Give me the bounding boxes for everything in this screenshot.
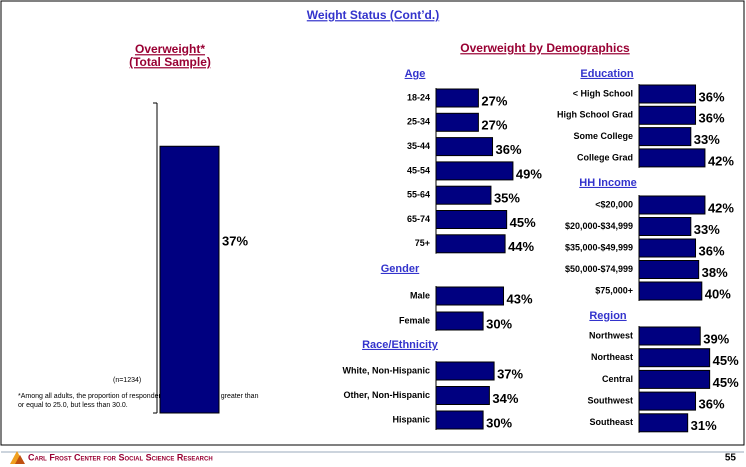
category-label: Male — [410, 290, 430, 300]
value-label: 31% — [691, 418, 717, 433]
bar — [638, 413, 689, 433]
bar — [435, 311, 484, 331]
bar — [159, 145, 220, 414]
page-number: 55 — [725, 453, 737, 464]
category-label: 25-34 — [407, 117, 430, 127]
value-label: 43% — [507, 291, 533, 306]
category-label: 55-64 — [407, 190, 430, 200]
value-label: 35% — [494, 191, 520, 206]
value-label: 30% — [486, 316, 512, 331]
category-label: $35,000-$49,999 — [565, 242, 633, 252]
footnote: or equal to 25.0, but less than 30.0. — [18, 402, 128, 409]
category-label: 75+ — [415, 238, 430, 248]
value-label: 45% — [713, 353, 739, 368]
group-title: Gender — [381, 263, 420, 275]
bar — [435, 286, 505, 306]
group-title: Age — [405, 68, 426, 80]
value-label: 34% — [492, 391, 518, 406]
value-label: 36% — [699, 397, 725, 412]
group-title: Race/Ethnicity — [362, 339, 439, 351]
group-title: Education — [580, 68, 633, 80]
value-label: 38% — [702, 265, 728, 280]
bar — [435, 137, 494, 157]
bar — [435, 234, 506, 254]
bar — [638, 326, 701, 346]
footnote: *Among all adults, the proportion of res… — [18, 393, 259, 400]
bar — [638, 281, 703, 301]
chart-subtitle: (Total Sample) — [129, 55, 211, 69]
bar — [638, 148, 706, 168]
category-label: 18-24 — [407, 92, 430, 102]
sample-size: (n=1234) — [113, 377, 141, 384]
value-label: 45% — [713, 375, 739, 390]
category-label: Some College — [573, 131, 633, 141]
bar — [435, 361, 495, 381]
category-label: 45-54 — [407, 165, 430, 175]
category-label: College Grad — [577, 152, 633, 162]
value-label: 49% — [516, 166, 542, 181]
value-label: 30% — [486, 415, 512, 430]
category-label: Other, Non-Hispanic — [343, 390, 430, 400]
bar — [435, 386, 490, 405]
category-label: Southeast — [589, 417, 633, 427]
value-label: 42% — [708, 200, 734, 215]
slide-title: Weight Status (Cont’d.) — [307, 8, 439, 22]
category-label: Northwest — [589, 330, 633, 340]
value-label: 36% — [699, 111, 725, 126]
group-title: Region — [589, 310, 627, 322]
category-label: High School Grad — [557, 110, 633, 120]
category-label: Southwest — [587, 395, 633, 405]
bar — [435, 410, 484, 430]
group-title: HH Income — [579, 177, 636, 189]
category-label: $75,000+ — [595, 285, 633, 295]
category-label: 65-74 — [407, 214, 430, 224]
value-label: 27% — [481, 93, 507, 108]
bar — [638, 127, 692, 147]
logo — [15, 455, 25, 464]
value-label: 27% — [481, 118, 507, 133]
category-label: < High School — [573, 88, 633, 98]
category-label: <$20,000 — [595, 199, 633, 209]
value-label: 40% — [705, 286, 731, 301]
chart-title: Overweight* — [135, 42, 205, 56]
bar — [638, 369, 711, 389]
demographics-heading: Overweight by Demographics — [460, 41, 630, 55]
bar — [638, 260, 700, 279]
bar — [638, 348, 711, 368]
value-label: 36% — [699, 243, 725, 258]
value-label: 45% — [510, 215, 536, 230]
value-label: 44% — [508, 239, 534, 254]
value-label: 33% — [694, 222, 720, 237]
value-label: 37% — [497, 366, 523, 381]
bar — [638, 84, 697, 104]
value-label: 36% — [496, 142, 522, 157]
bar — [638, 238, 697, 258]
bar — [435, 185, 492, 205]
category-label: 35-44 — [407, 141, 430, 151]
value-label: 33% — [694, 132, 720, 147]
bar — [638, 217, 692, 236]
category-label: Female — [399, 315, 430, 325]
value-label: 37% — [222, 234, 248, 249]
bar — [435, 112, 479, 132]
bar — [435, 161, 514, 181]
category-label: Hispanic — [392, 414, 430, 424]
slide-frame — [0, 0, 745, 446]
category-label: $20,000-$34,999 — [565, 221, 633, 231]
bar — [638, 195, 706, 215]
bar — [435, 210, 508, 229]
category-label: Central — [602, 374, 633, 384]
value-label: 36% — [699, 89, 725, 104]
value-label: 42% — [708, 153, 734, 168]
category-label: White, Non-Hispanic — [343, 365, 431, 375]
bar — [435, 88, 479, 108]
category-label: Northeast — [591, 352, 633, 362]
bar — [638, 391, 697, 411]
bar — [638, 105, 697, 125]
value-label: 39% — [703, 331, 729, 346]
category-label: $50,000-$74,999 — [565, 264, 633, 274]
footer-text: Carl Frost Center for Social Science Res… — [28, 452, 213, 462]
